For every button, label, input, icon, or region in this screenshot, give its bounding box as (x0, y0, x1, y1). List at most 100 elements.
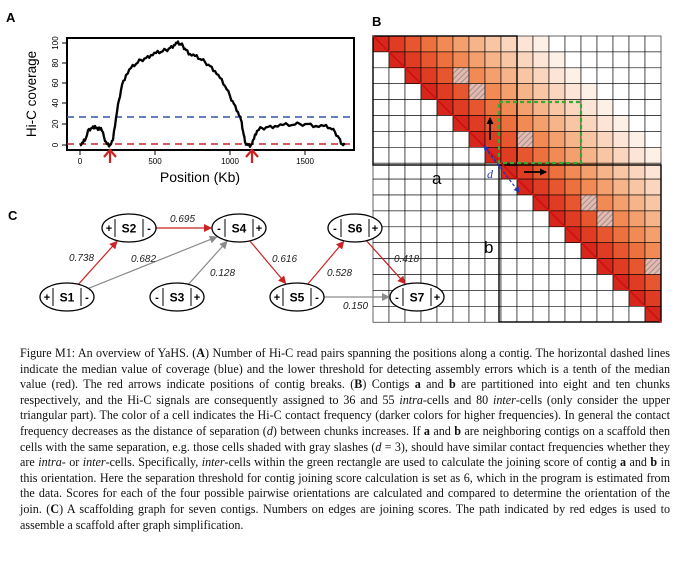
matrix-cell (516, 67, 534, 85)
matrix-cell (628, 194, 646, 212)
matrix-cell (596, 147, 614, 164)
matrix-cell (564, 194, 582, 212)
matrix-cell (596, 210, 614, 228)
matrix-cell (516, 226, 534, 244)
caption-text: and (420, 377, 449, 392)
matrix-cell (500, 210, 518, 228)
caption-ref: a (414, 377, 421, 392)
matrix-cell (372, 51, 390, 69)
matrix-cell (420, 131, 438, 148)
matrix-cell (372, 147, 390, 164)
matrix-cell (596, 131, 614, 148)
matrix-cell (596, 242, 614, 259)
matrix-cell (580, 147, 598, 164)
matrix-cell (532, 290, 550, 307)
matrix-cell (436, 242, 454, 259)
x-tick-label: 1500 (296, 157, 314, 166)
matrix-cell (388, 194, 406, 212)
matrix-cell (468, 242, 486, 259)
matrix-cell (548, 51, 566, 69)
matrix-cell (404, 226, 422, 244)
matrix-cell (628, 35, 646, 53)
matrix-cell (644, 67, 662, 85)
matrix-cell (532, 35, 550, 53)
caption-text: -cells. Specifically, (105, 455, 202, 470)
matrix-cell (404, 210, 422, 228)
caption-text: are partitioned into eight and ten chunk… (20, 377, 670, 407)
matrix-cell (596, 194, 614, 212)
matrix-cell (580, 35, 598, 53)
matrix-cell (420, 147, 438, 164)
matrix-cell (484, 35, 502, 53)
matrix-cell (644, 194, 662, 212)
edge-score-label: 0.682 (131, 254, 156, 265)
matrix-cell (500, 226, 518, 244)
matrix-cell (532, 258, 550, 275)
matrix-cell (564, 258, 582, 275)
scaffold-graph-edges: 0.738 0.682 0.695 0.128 0.616 0.528 0.418 0.150 (69, 214, 419, 312)
matrix-cell (516, 147, 534, 164)
matrix-cell (468, 226, 486, 244)
matrix-cell (644, 274, 662, 291)
matrix-cell (436, 67, 454, 85)
node-right-strand: + (372, 223, 378, 235)
matrix-cell (436, 226, 454, 244)
matrix-cell (436, 274, 454, 291)
edge-score-label: 0.128 (210, 268, 235, 279)
matrix-cell (612, 67, 630, 85)
contig-break-arrow (245, 148, 259, 163)
node-right-strand: + (434, 292, 440, 304)
panel-b: B d a b (372, 14, 662, 323)
caption-text: An overview of YaHS. ( (75, 346, 197, 360)
matrix-cell (628, 51, 646, 69)
matrix-cell (420, 226, 438, 244)
matrix-cell (644, 83, 662, 100)
matrix-cell (564, 147, 582, 164)
matrix-cell (420, 242, 438, 259)
caption-ref: b (650, 455, 658, 470)
matrix-cell (532, 67, 550, 85)
node-contig-id: S1 (60, 291, 75, 305)
panel-a-xlabel: Position (Kb) (160, 169, 240, 185)
matrix-cell (404, 147, 422, 164)
caption-text: ) A scaffolding graph for seven contigs.… (20, 501, 671, 532)
matrix-cell (468, 305, 486, 323)
matrix-cell (596, 115, 614, 132)
separation-marker (484, 147, 520, 193)
matrix-cell (612, 242, 630, 259)
matrix-cell (644, 51, 662, 69)
matrix-cell (612, 290, 630, 307)
matrix-cell (500, 131, 518, 148)
matrix-cell (580, 210, 598, 228)
matrix-cell (372, 290, 390, 307)
matrix-cell (564, 67, 582, 85)
matrix-cell (644, 99, 662, 116)
matrix-cell (564, 83, 582, 100)
caption-text: = 3), should have similar contact freque… (20, 439, 670, 470)
caption-text: -cells (only consider the upper triangul… (20, 392, 670, 438)
panel-c: C 0.738 0.682 0.695 0.128 0.616 0.528 0.418 0.1… (8, 208, 445, 312)
caption-ref: C (50, 501, 60, 516)
contig-node: + S2- (101, 213, 157, 243)
edge-score-label: 0.616 (272, 254, 297, 265)
x-tick-label: 0 (78, 157, 83, 166)
matrix-cell (388, 99, 406, 116)
caption-text: in this orientation. Here the separation… (20, 455, 670, 516)
matrix-cell (388, 35, 406, 53)
edge-score-label: 0.528 (327, 268, 352, 279)
matrix-cell (500, 290, 518, 307)
caption-ref: b (454, 423, 461, 438)
matrix-cell (644, 115, 662, 132)
coverage-x-axis: 0 500 1000 1500 (78, 150, 314, 166)
matrix-cell (532, 51, 550, 69)
matrix-cell (484, 83, 502, 100)
matrix-cell (644, 226, 662, 244)
matrix-cell (468, 115, 486, 132)
caption-text: -cells within the green rectangle are us… (224, 455, 620, 470)
matrix-cell (596, 35, 614, 53)
separation-label: d (487, 167, 494, 181)
matrix-cell (404, 83, 422, 100)
matrix-cell (436, 147, 454, 164)
matrix-cell (612, 35, 630, 53)
matrix-cell (452, 226, 470, 244)
